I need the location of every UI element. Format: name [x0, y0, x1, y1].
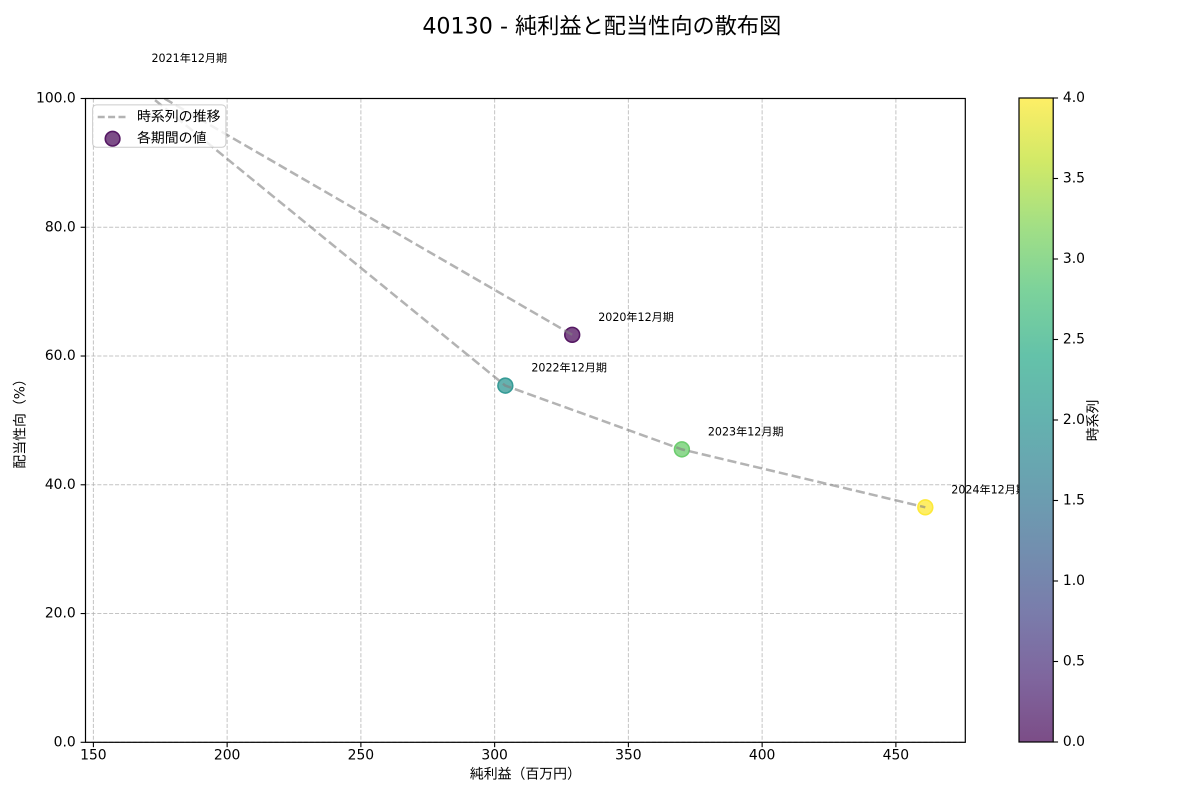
y-tick-label: 80.0 — [45, 219, 76, 235]
legend-marker-sample — [104, 130, 121, 147]
point-annotations: 2020年12月期 2021年12月期 2022年12月期 2023年12月期 2024… — [151, 52, 1026, 496]
colorbar-tick-label: 0.5 — [1063, 654, 1085, 670]
y-tick-label: 100.0 — [36, 91, 76, 107]
colorbar-tick-label: 1.5 — [1063, 493, 1085, 509]
x-tick-label: 200 — [214, 748, 241, 764]
point-annotation: 2022年12月期 — [531, 362, 607, 375]
legend-box — [92, 104, 227, 148]
x-tick-label: 400 — [749, 748, 776, 764]
y-tick-label: 20.0 — [45, 606, 76, 622]
x-axis-label: 純利益（百万円） — [470, 767, 581, 783]
colorbar-tick-label: 1.0 — [1063, 573, 1085, 589]
scatter-point — [917, 499, 934, 516]
point-annotation: 2021年12月期 — [151, 52, 227, 65]
y-tick-label: 40.0 — [45, 477, 76, 493]
tick-marks-and-labels: 150 200 250 300 350 400 450 0.0 20.0 40.0 60.0 80.0… — [36, 91, 909, 764]
colorbar-tick-label: 2.5 — [1063, 332, 1085, 348]
scatter-points — [497, 326, 934, 516]
point-annotation: 2024年12月期 — [951, 483, 1027, 496]
colorbar-axis-label: 時系列 — [1086, 400, 1102, 442]
colorbar-tick-label: 4.0 — [1063, 90, 1085, 106]
y-tick-label: 0.0 — [54, 734, 76, 750]
colorbar: 0.0 0.5 1.0 1.5 2.0 2.5 3.0 3.5 4.0 時系列 — [1018, 90, 1102, 750]
x-tick-label: 350 — [615, 748, 642, 764]
y-axis-label: 配当性向（%） — [13, 372, 29, 469]
colorbar-bar — [1018, 97, 1054, 743]
legend: 時系列の推移 各期間の値 — [92, 104, 227, 148]
y-tick-label: 60.0 — [45, 348, 76, 364]
x-tick-label: 300 — [481, 748, 508, 764]
colorbar-tick-label: 3.5 — [1063, 171, 1085, 187]
x-tick-label: 150 — [80, 748, 107, 764]
time-series-line — [151, 98, 926, 509]
colorbar-ticks: 0.0 0.5 1.0 1.5 2.0 2.5 3.0 3.5 4.0 — [1053, 90, 1085, 750]
axes-frame — [84, 97, 966, 743]
x-tick-label: 250 — [348, 748, 375, 764]
x-tick-label: 450 — [883, 748, 910, 764]
chart-title: 40130 - 純利益と配当性向の散布図 — [422, 13, 781, 39]
data-layer — [151, 98, 934, 516]
colorbar-tick-label: 2.0 — [1063, 412, 1085, 428]
point-annotation: 2023年12月期 — [708, 425, 784, 438]
legend-item-marker-label: 各期間の値 — [137, 131, 207, 147]
colorbar-tick-label: 0.0 — [1063, 734, 1085, 750]
colorbar-tick-label: 3.0 — [1063, 251, 1085, 267]
legend-item-line-label: 時系列の推移 — [137, 109, 220, 125]
point-annotation: 2020年12月期 — [598, 311, 674, 324]
